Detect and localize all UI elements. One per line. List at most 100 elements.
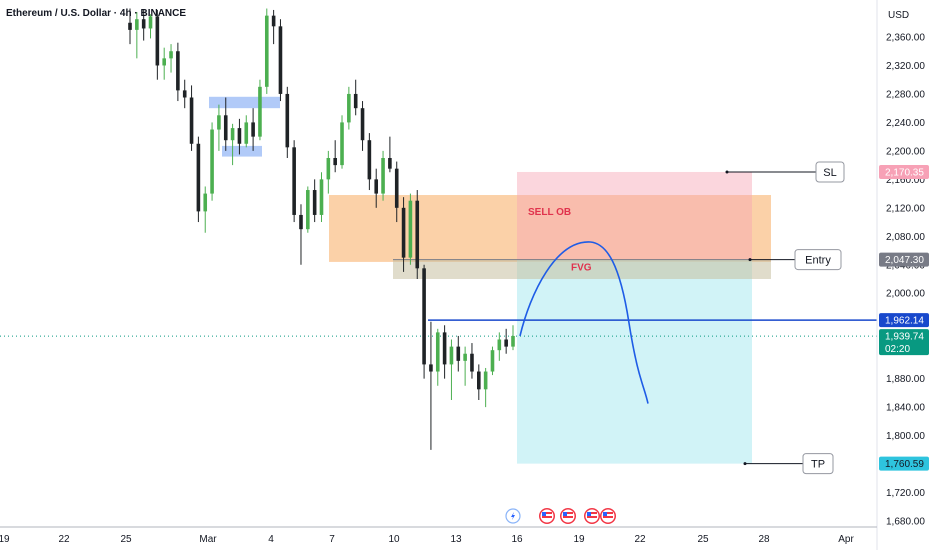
candle	[340, 115, 344, 169]
candle	[511, 325, 515, 351]
sl-callout-dot	[725, 170, 729, 174]
candle	[408, 193, 413, 265]
x-tick-label: 25	[697, 534, 709, 545]
candle	[203, 186, 208, 233]
x-tick-label: 19	[573, 534, 585, 545]
candle	[442, 325, 447, 379]
candle	[367, 133, 372, 191]
candle	[189, 85, 194, 151]
time-axis[interactable]: 19 22 25 Mar 4 7 10 13 16 19 22 25 28 Apr	[0, 526, 877, 545]
sell-ob-label: SELL OB	[528, 207, 571, 218]
x-tick-label: Mar	[199, 534, 217, 545]
sl-callout-box[interactable]	[815, 161, 845, 183]
candle	[435, 328, 440, 386]
candle	[182, 79, 187, 109]
tp-price-label: 1,760.59	[885, 459, 924, 470]
x-tick-label: 7	[329, 534, 335, 545]
y-tick-label: 2,160.00	[886, 175, 925, 186]
candle	[415, 190, 420, 279]
entry-price-tag[interactable]: 2,047.30	[879, 252, 929, 267]
events-row	[505, 508, 616, 524]
candle	[456, 335, 461, 372]
candle	[251, 108, 255, 151]
candle	[490, 346, 495, 376]
candle	[463, 346, 467, 386]
x-tick-label: Apr	[838, 534, 854, 545]
candle	[394, 161, 399, 223]
sl-callout-text: SL	[823, 167, 836, 179]
fvg-label: FVG	[571, 262, 592, 273]
callouts-layer: SL Entry TP	[725, 161, 845, 475]
candle	[278, 19, 283, 102]
candle	[285, 86, 290, 158]
entry-price-label: 2,047.30	[885, 255, 924, 266]
x-tick-label: 22	[634, 534, 646, 545]
y-tick-label: 1,840.00	[886, 403, 925, 414]
candle	[312, 179, 317, 223]
risk-zone[interactable]	[517, 171, 752, 260]
candle	[333, 140, 337, 173]
current-price-countdown: 02:20	[885, 344, 910, 355]
x-tick-label: 13	[450, 534, 462, 545]
candle	[230, 123, 235, 166]
candle	[449, 339, 454, 400]
candle	[477, 364, 481, 400]
candle	[422, 264, 426, 379]
price-axis[interactable]: USD 2,360.00 2,320.00 2,280.00 2,240.00 2,20…	[876, 0, 932, 550]
candle	[353, 79, 358, 116]
candle	[347, 86, 351, 130]
us-flag-event-icon-3[interactable]	[584, 508, 600, 524]
candle	[381, 150, 385, 201]
blue-box-lower[interactable]	[222, 145, 262, 157]
projection-curve[interactable]	[519, 241, 649, 404]
level-price-tag[interactable]: 1,962.14	[879, 313, 929, 328]
chart-title: Ethereum / U.S. Dollar · 4h · BINANCE	[6, 8, 186, 19]
candle	[196, 136, 201, 223]
currency-label[interactable]: USD	[888, 10, 909, 21]
tp-callout-text: TP	[811, 459, 825, 471]
candle	[210, 122, 214, 201]
entry-callout-box[interactable]	[794, 249, 842, 271]
candle	[237, 118, 242, 155]
y-tick-label: 2,360.00	[886, 33, 925, 44]
candle	[292, 140, 296, 223]
y-tick-label: 2,200.00	[886, 146, 925, 157]
y-tick-label: 1,800.00	[886, 431, 925, 442]
fvg-zone[interactable]	[393, 259, 771, 279]
candle	[388, 136, 392, 173]
x-tick-label: 25	[120, 534, 132, 545]
sl-price-label: 2,170.35	[885, 167, 924, 178]
candles-layer	[128, 8, 515, 450]
entry-callout-text: Entry	[805, 255, 831, 267]
lightning-event-icon[interactable]	[505, 508, 521, 524]
x-tick-label: 16	[511, 534, 523, 545]
tp-callout-dot	[743, 462, 747, 466]
blue-box-upper[interactable]	[209, 96, 280, 109]
y-tick-label: 2,280.00	[886, 89, 925, 100]
reward-zone[interactable]	[517, 259, 752, 464]
candle	[244, 115, 249, 148]
y-tick-label: 2,320.00	[886, 61, 925, 72]
us-flag-event-icon-1[interactable]	[539, 508, 555, 524]
candle	[169, 44, 173, 73]
candle	[374, 168, 379, 208]
tp-callout-box[interactable]	[802, 453, 834, 475]
current-price-label: 1,939.74	[885, 332, 924, 343]
y-tick-label: 1,880.00	[886, 374, 925, 385]
x-tick-label: 19	[0, 534, 10, 545]
candle	[360, 101, 365, 151]
x-tick-label: 28	[758, 534, 770, 545]
candle	[319, 172, 324, 223]
x-tick-label: 4	[268, 534, 274, 545]
us-flag-event-icon-2[interactable]	[560, 508, 576, 524]
level-price-label: 1,962.14	[885, 316, 924, 327]
candle	[148, 14, 153, 39]
candle	[271, 9, 276, 45]
y-tick-label: 1,680.00	[886, 517, 925, 528]
sl-price-tag[interactable]: 2,170.35	[879, 164, 929, 179]
us-flag-event-icon-4[interactable]	[600, 508, 616, 524]
tp-price-tag[interactable]: 1,760.59	[879, 456, 929, 471]
candle	[401, 197, 406, 272]
